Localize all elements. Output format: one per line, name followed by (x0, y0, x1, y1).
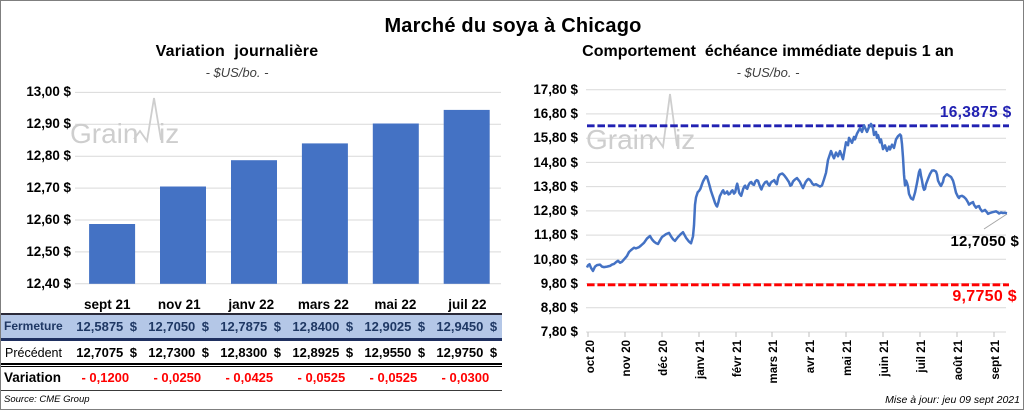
svg-text:iz: iz (159, 118, 179, 149)
svg-text:iz: iz (675, 124, 695, 155)
svg-text:Grain: Grain (70, 118, 138, 149)
svg-text:Grain: Grain (586, 124, 654, 155)
